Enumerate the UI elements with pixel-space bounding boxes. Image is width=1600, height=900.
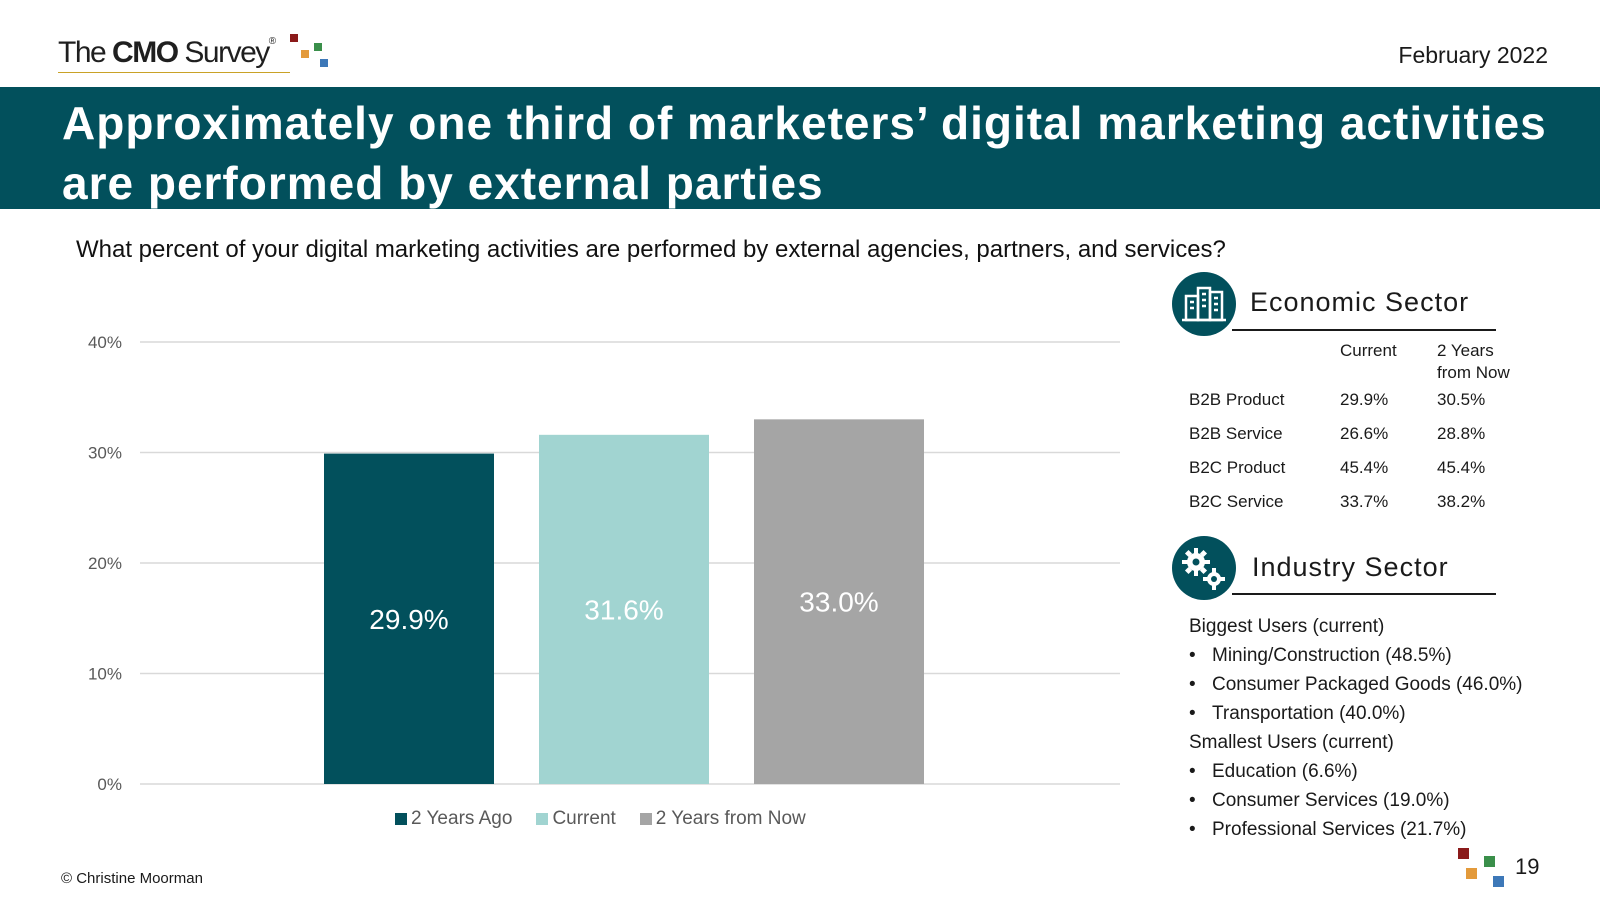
logo-square-orange <box>301 50 309 58</box>
list-item: Consumer Services (19.0%) <box>1189 786 1549 815</box>
economic-sector-table: Current 2 Years from Now B2B Product 29.9… <box>1189 340 1549 526</box>
row-current: 45.4% <box>1340 458 1389 477</box>
page-number: 19 <box>1515 854 1540 879</box>
biggest-users-heading: Biggest Users (current) <box>1189 616 1385 637</box>
industry-sector-rule <box>1232 593 1496 595</box>
list-item: Consumer Packaged Goods (46.0%) <box>1189 670 1549 699</box>
list-item: Mining/Construction (48.5%) <box>1189 641 1549 670</box>
bar-2-years-from-now <box>754 419 924 784</box>
smallest-users-heading: Smallest Users (current) <box>1189 732 1394 753</box>
logo-underline <box>58 72 290 73</box>
row-future: 45.4% <box>1437 458 1486 477</box>
col-header-future: 2 Years from Now <box>1437 341 1510 382</box>
gears-icon <box>1172 536 1236 600</box>
bar-data-label: 29.9% <box>369 604 448 635</box>
legend-label-2-years-from-now: 2 Years from Now <box>655 808 806 829</box>
smallest-users-list: Education (6.6%) Consumer Services (19.0… <box>1189 757 1549 844</box>
table-row: B2B Product 29.9% 30.5% <box>1189 390 1549 424</box>
economic-sector-title: Economic Sector <box>1250 287 1470 317</box>
footer-square-orange <box>1466 868 1477 879</box>
table-header: Current 2 Years from Now <box>1189 340 1549 390</box>
legend-swatch-2-years-ago <box>395 813 407 825</box>
report-date: February 2022 <box>1398 42 1548 68</box>
bar-data-label: 31.6% <box>584 594 663 625</box>
y-tick-label: 10% <box>88 665 122 684</box>
row-current: 26.6% <box>1340 424 1389 443</box>
row-label: B2B Product <box>1189 390 1285 409</box>
bar-data-label: 33.0% <box>799 587 878 618</box>
col-header-current: Current <box>1340 341 1397 360</box>
logo-text: The CMO Survey® <box>58 36 277 69</box>
legend-label-current: Current <box>552 808 616 829</box>
row-label: B2B Service <box>1189 424 1283 443</box>
copyright: © Christine Moorman <box>61 870 203 887</box>
table-row: B2C Product 45.4% 45.4% <box>1189 458 1549 492</box>
legend-item-2-years-ago: 2 Years Ago <box>395 808 512 830</box>
row-label: B2C Service <box>1189 492 1284 511</box>
industry-sector-list: Biggest Users (current) Mining/Construct… <box>1189 612 1549 844</box>
row-label: B2C Product <box>1189 458 1286 477</box>
row-future: 28.8% <box>1437 424 1486 443</box>
y-tick-label: 40% <box>88 333 122 352</box>
slide-title: Approximately one third of marketers’ di… <box>62 97 1547 209</box>
legend-label-2-years-ago: 2 Years Ago <box>411 808 513 829</box>
biggest-users-list: Mining/Construction (48.5%) Consumer Pac… <box>1189 641 1549 728</box>
bar-chart: 0% 10% 20% 30% 40% 29.9% 31.6% 33.0% <box>88 333 1120 794</box>
cmo-survey-logo: The CMO Survey® <box>58 30 348 74</box>
title-banner: Approximately one third of marketers’ di… <box>0 87 1600 209</box>
logo-square-red <box>290 34 298 42</box>
footer-square-blue <box>1493 876 1504 887</box>
row-current: 33.7% <box>1340 492 1389 511</box>
survey-question: What percent of your digital marketing a… <box>76 236 1226 263</box>
row-future: 38.2% <box>1437 492 1486 511</box>
y-tick-label: 0% <box>97 775 122 794</box>
bar-2-years-ago <box>324 453 494 784</box>
buildings-icon <box>1172 272 1236 336</box>
row-current: 29.9% <box>1340 390 1389 409</box>
footer-square-green <box>1484 856 1495 867</box>
industry-sector-title: Industry Sector <box>1252 552 1449 582</box>
y-tick-label: 30% <box>88 444 122 463</box>
legend-item-2-years-from-now: 2 Years from Now <box>639 808 806 830</box>
legend-swatch-2-years-from-now <box>639 813 652 825</box>
y-tick-label: 20% <box>88 554 122 573</box>
legend-swatch-current <box>536 813 549 825</box>
logo-square-blue <box>320 59 328 67</box>
table-row: B2B Service 26.6% 28.8% <box>1189 424 1549 458</box>
table-row: B2C Service 33.7% 38.2% <box>1189 492 1549 526</box>
list-item: Professional Services (21.7%) <box>1189 815 1549 844</box>
list-item: Transportation (40.0%) <box>1189 699 1549 728</box>
footer-square-red <box>1458 848 1469 859</box>
bar-current <box>539 434 709 784</box>
list-item: Education (6.6%) <box>1189 757 1549 786</box>
legend-item-current: Current <box>536 808 616 830</box>
row-future: 30.5% <box>1437 390 1486 409</box>
logo-square-green <box>314 43 322 51</box>
chart-legend: 2 Years Ago Current 2 Years from Now <box>395 808 806 830</box>
economic-sector-rule <box>1232 329 1496 331</box>
